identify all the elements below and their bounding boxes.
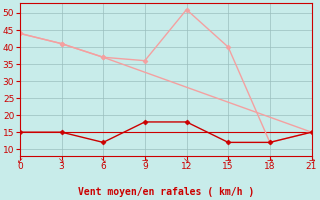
Text: →: → <box>308 156 315 165</box>
Text: ↙: ↙ <box>17 156 23 165</box>
Text: →: → <box>267 156 273 165</box>
Text: →: → <box>142 156 148 165</box>
Text: ↘: ↘ <box>100 156 106 165</box>
Text: ↘: ↘ <box>58 156 65 165</box>
Text: ↘: ↘ <box>183 156 190 165</box>
X-axis label: Vent moyen/en rafales ( km/h ): Vent moyen/en rafales ( km/h ) <box>77 187 254 197</box>
Text: →: → <box>225 156 231 165</box>
